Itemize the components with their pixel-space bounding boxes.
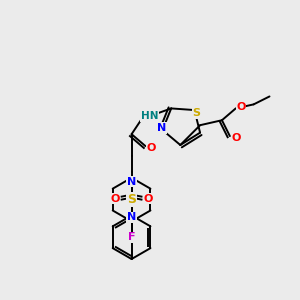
Text: N: N <box>127 212 136 222</box>
Text: O: O <box>236 102 245 112</box>
Text: HN: HN <box>141 111 158 122</box>
Text: O: O <box>110 194 119 204</box>
Text: S: S <box>192 108 200 118</box>
Text: O: O <box>147 143 156 153</box>
Text: N: N <box>127 177 136 187</box>
Text: N: N <box>157 123 166 133</box>
Text: O: O <box>231 133 241 143</box>
Text: F: F <box>128 232 135 242</box>
Text: S: S <box>127 193 136 206</box>
Text: O: O <box>144 194 153 204</box>
